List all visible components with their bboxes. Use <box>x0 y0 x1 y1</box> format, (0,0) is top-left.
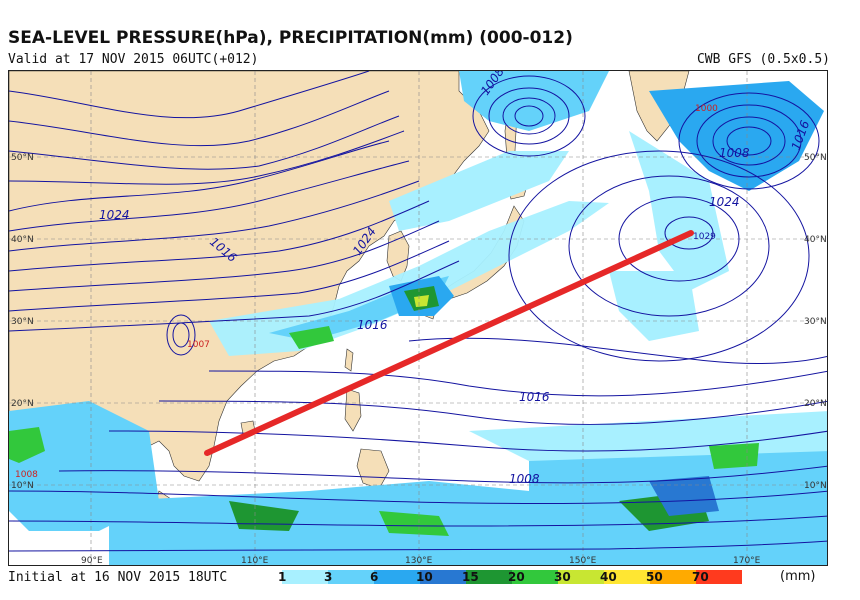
precip-tropics-east-heavy <box>649 476 719 516</box>
valid-time-label: Valid at 17 NOV 2015 06UTC(+012) <box>8 52 259 67</box>
lat-labels: 50°N 40°N 30°N 20°N 10°N 50°N 40°N 30°N … <box>11 153 827 491</box>
lon-label: 110°E <box>241 556 269 566</box>
colorbar-segment: 50 <box>646 570 696 584</box>
lon-label: 130°E <box>405 556 433 566</box>
precip-tropics-west <box>9 401 159 531</box>
colorbar-label: 30 <box>554 570 571 584</box>
colorbar-segment: 20 <box>508 570 558 584</box>
precip-north-pacific <box>459 71 609 131</box>
colorbar-label: 3 <box>324 570 333 584</box>
storm-track-line <box>204 230 694 456</box>
precip-band-east-china <box>209 201 609 356</box>
colorbar-label: 10 <box>416 570 433 584</box>
colorbar-segment: 1 <box>278 570 328 584</box>
isobar-label: 1016 <box>357 318 388 332</box>
colorbar-segment: 30 <box>554 570 604 584</box>
colorbar-segment: 40 <box>600 570 650 584</box>
precip-aleutian-light <box>629 131 729 291</box>
lat-label: 20°N <box>11 399 34 409</box>
lon-label: 170°E <box>733 556 761 566</box>
precip-tropics-east-green2 <box>709 443 759 469</box>
lat-label: 10°N <box>11 481 34 491</box>
low-center-label: 1007 <box>187 340 210 350</box>
isobar-label: 1024 <box>99 208 130 222</box>
isobar-label: 1016 <box>519 390 550 404</box>
precip-west-pac-strip <box>389 151 569 231</box>
model-label: CWB GFS (0.5x0.5) <box>696 52 830 67</box>
colorbar-label: 15 <box>462 570 479 584</box>
high-center-label: 1029 <box>693 232 716 242</box>
pressure-centers: 1007 1029 1008 1000 <box>15 104 718 480</box>
colorbar-segment: 6 <box>370 570 420 584</box>
lon-labels: 90°E 110°E 130°E 150°E 170°E <box>81 556 761 566</box>
colorbar-unit-label: (mm) <box>780 569 816 584</box>
isobar-label: 1024 <box>709 195 740 209</box>
low-center-label: 1000 <box>695 104 718 114</box>
isobar-label: 1008 <box>509 472 540 486</box>
precip-colorbar: 1 3 6 10 15 20 30 40 50 70 <box>278 570 742 584</box>
lat-label: 50°N <box>11 153 34 163</box>
precip-mid-pacific <box>609 271 699 341</box>
taiwan <box>344 348 354 372</box>
map-panel: 1024 1016 1024 1016 1008 1016 1024 1008 … <box>8 70 828 566</box>
colorbar-label: 40 <box>600 570 617 584</box>
precip-japan-max <box>414 295 429 307</box>
isobars <box>9 71 827 552</box>
colorbar-segment: 3 <box>324 570 374 584</box>
colorbar-label: 1 <box>278 570 287 584</box>
precip-tropics-south-green2 <box>379 511 449 536</box>
precip-china-green <box>289 326 334 349</box>
lat-label: 10°N <box>804 481 827 491</box>
precip-tropics-west-green <box>9 427 45 463</box>
isobar-label: 1008 <box>719 146 750 160</box>
colorbar-label: 50 <box>646 570 663 584</box>
lat-label: 40°N <box>11 235 34 245</box>
colorbar-segment: 70 <box>692 570 742 584</box>
lat-label: 40°N <box>804 235 827 245</box>
chart-title: SEA-LEVEL PRESSURE(hPa), PRECIPITATION(m… <box>8 28 573 48</box>
lat-label: 20°N <box>804 399 827 409</box>
lat-label: 50°N <box>804 153 827 163</box>
lat-label: 30°N <box>804 317 827 327</box>
colorbar-label: 20 <box>508 570 525 584</box>
colorbar-label: 6 <box>370 570 379 584</box>
map-canvas: 1024 1016 1024 1016 1008 1016 1024 1008 … <box>9 71 827 566</box>
precip-aleutian <box>649 81 824 191</box>
lat-label: 30°N <box>11 317 34 327</box>
colorbar-segment: 15 <box>462 570 512 584</box>
initial-time-label: Initial at 16 NOV 2015 18UTC <box>8 570 228 585</box>
lon-label: 90°E <box>81 556 103 566</box>
lon-label: 150°E <box>569 556 597 566</box>
colorbar-label: 70 <box>692 570 709 584</box>
colorbar-segment: 10 <box>416 570 466 584</box>
philippines-luzon <box>344 388 362 432</box>
low-center-label: 1008 <box>15 470 38 480</box>
